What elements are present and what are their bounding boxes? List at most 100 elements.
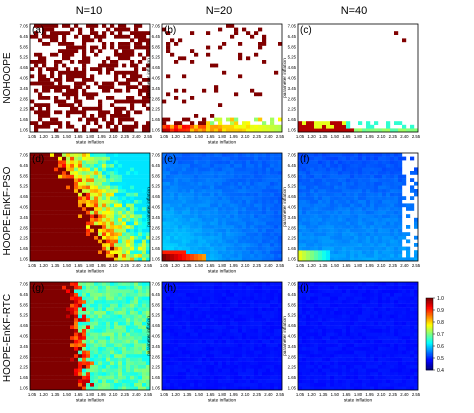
heatmap-cell <box>102 375 107 380</box>
heatmap-cell <box>34 221 39 226</box>
heatmap-cell <box>114 368 119 373</box>
heatmap-cell <box>346 235 351 240</box>
heatmap-cell <box>138 257 143 262</box>
heatmap-cell <box>74 207 79 211</box>
heatmap-cell <box>130 303 135 308</box>
heatmap-cell <box>94 364 99 369</box>
heatmap-cell <box>74 321 79 326</box>
heatmap-cell <box>174 232 179 236</box>
heatmap-cell <box>86 232 91 236</box>
heatmap-cell <box>30 310 35 315</box>
heatmap-cell <box>178 163 183 168</box>
heatmap-cell <box>398 178 403 182</box>
heatmap-cell <box>266 382 271 387</box>
heatmap-cell <box>254 178 259 182</box>
heatmap-cell <box>254 153 259 157</box>
heatmap-cell <box>142 346 147 351</box>
heatmap-cell <box>82 174 87 179</box>
heatmap-cell <box>94 67 99 71</box>
heatmap-cell <box>338 153 343 157</box>
heatmap-cell <box>170 375 175 380</box>
heatmap-cell <box>138 375 143 380</box>
heatmap-cell <box>42 203 47 208</box>
heatmap-cell <box>98 303 103 308</box>
heatmap-cell <box>254 174 259 179</box>
heatmap-cell <box>250 228 255 233</box>
heatmap-cell <box>186 232 191 236</box>
heatmap-cell <box>366 250 371 254</box>
heatmap-cell <box>58 110 63 115</box>
heatmap-cell <box>414 253 419 258</box>
x-tick-label: 2.40 <box>132 392 141 397</box>
heatmap-cell <box>50 314 55 319</box>
heatmap-cell <box>218 235 223 240</box>
heatmap-cell <box>58 74 63 79</box>
heatmap-cell <box>130 214 135 218</box>
heatmap-cell <box>62 303 67 308</box>
heatmap-cell <box>194 257 199 262</box>
heatmap-cell <box>262 232 267 236</box>
heatmap-cell <box>66 214 71 218</box>
heatmap-cell <box>266 228 271 233</box>
heatmap-cell <box>262 207 267 211</box>
heatmap-cell <box>338 232 343 236</box>
heatmap-cell <box>214 379 219 383</box>
heatmap-cell <box>350 163 355 168</box>
heatmap-cell <box>254 328 259 333</box>
heatmap-cell <box>398 235 403 240</box>
heatmap-cell <box>234 357 239 362</box>
heatmap-cell <box>118 88 123 93</box>
x-tick-label: 2.55 <box>276 263 285 268</box>
heatmap-cell <box>298 257 303 262</box>
x-tick-label: 1.50 <box>331 263 340 268</box>
heatmap-cell <box>226 189 231 193</box>
heatmap-cell <box>142 350 147 355</box>
heatmap-cell <box>86 303 91 308</box>
heatmap-cell <box>86 203 91 208</box>
heatmap-cell <box>262 171 267 175</box>
heatmap-cell <box>130 368 135 373</box>
heatmap-cell <box>254 235 259 240</box>
heatmap-cell <box>114 207 119 211</box>
heatmap-cell <box>62 246 67 251</box>
heatmap-cell <box>214 171 219 175</box>
heatmap-cell <box>146 225 151 229</box>
heatmap-cell <box>334 178 339 182</box>
heatmap-cell <box>78 189 83 193</box>
heatmap-cell <box>102 310 107 315</box>
heatmap-cell <box>130 243 135 247</box>
x-tick-label: 2.25 <box>253 134 262 139</box>
heatmap-cell <box>314 189 319 193</box>
heatmap-cell <box>50 121 55 125</box>
heatmap-cell <box>350 185 355 190</box>
heatmap-cell <box>250 189 255 193</box>
heatmap-cell <box>126 357 131 362</box>
heatmap-cell <box>118 117 123 122</box>
heatmap-cell <box>206 235 211 240</box>
heatmap-cell <box>86 92 91 97</box>
heatmap-cell <box>370 153 375 157</box>
heatmap-cell <box>118 257 123 262</box>
heatmap-cell <box>254 243 259 247</box>
heatmap-cell <box>234 379 239 383</box>
heatmap-cell <box>190 196 195 200</box>
heatmap-cell <box>194 350 199 355</box>
heatmap-cell <box>302 181 307 186</box>
heatmap-cell <box>94 228 99 233</box>
heatmap-cell <box>342 121 347 125</box>
heatmap-cell <box>142 386 147 391</box>
heatmap-cell <box>74 70 79 75</box>
heatmap-cell <box>322 167 327 172</box>
heatmap-cell <box>254 189 259 193</box>
heatmap-cell <box>182 232 187 236</box>
heatmap-cell <box>54 163 59 168</box>
heatmap-cell <box>258 386 263 391</box>
heatmap-cell <box>126 332 131 337</box>
heatmap-cell <box>162 318 167 322</box>
heatmap-cell <box>70 235 75 240</box>
heatmap-cell <box>46 310 51 315</box>
heatmap-cell <box>230 339 235 344</box>
heatmap-cell <box>106 63 111 68</box>
heatmap-cell <box>94 210 99 215</box>
heatmap-cell <box>142 282 147 286</box>
